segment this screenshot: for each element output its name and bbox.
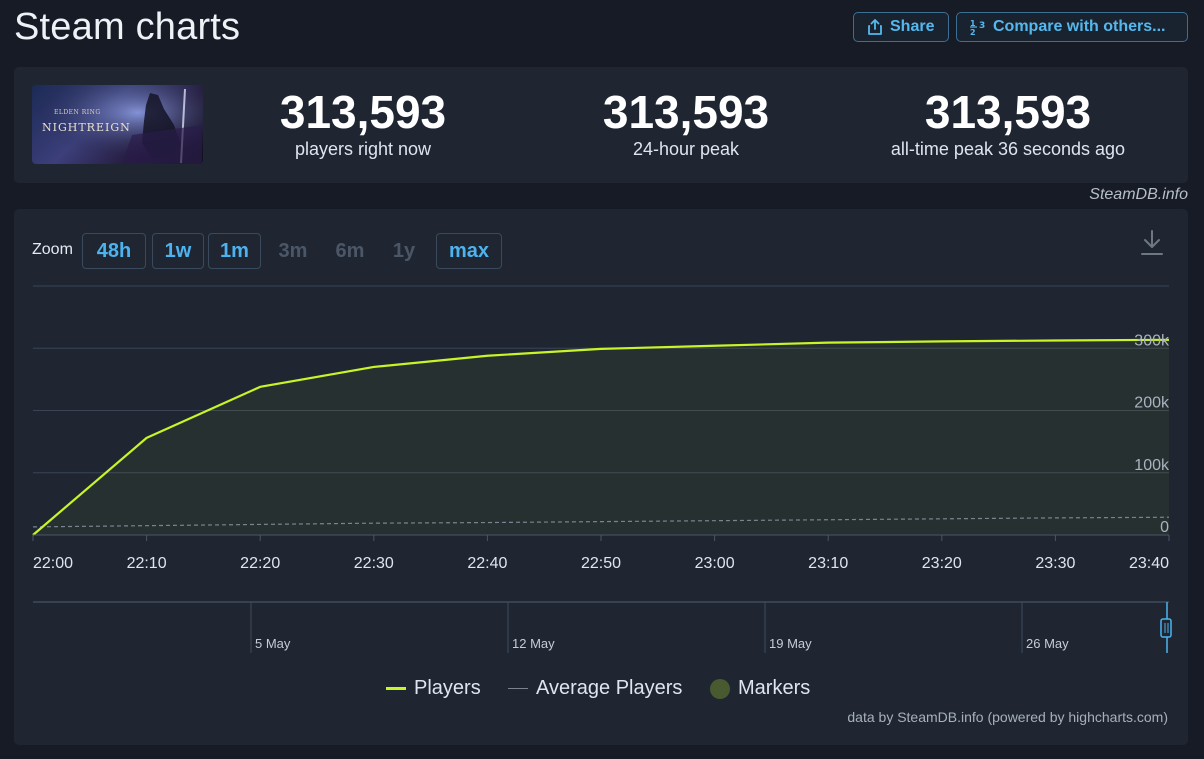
game-logo-small: ELDEN RING: [54, 109, 101, 116]
x-tick-label: 22:00: [33, 555, 73, 572]
svg-text:3: 3: [979, 21, 985, 31]
zoom-button-3m[interactable]: 3m: [268, 233, 318, 269]
stat-players-now: 313,593 players right now: [228, 85, 498, 160]
share-icon: [866, 18, 884, 36]
stat-all-time-peak: 313,593 all-time peak 36 seconds ago: [858, 85, 1158, 160]
zoom-button-1m[interactable]: 1m: [208, 233, 261, 269]
steamdb-watermark: SteamDB.info: [1089, 186, 1188, 203]
svg-text:1: 1: [970, 19, 976, 28]
legend-item-average-players[interactable]: Average Players: [508, 677, 682, 700]
players-point[interactable]: [371, 364, 377, 370]
players-point[interactable]: [484, 353, 490, 359]
game-logo-title: NIGHTREIGN: [42, 121, 131, 134]
players-point[interactable]: [712, 343, 718, 349]
x-tick-label: 23:00: [695, 555, 735, 572]
navigator-label: 12 May: [512, 636, 555, 651]
stat-label: players right now: [294, 139, 432, 159]
players-point[interactable]: [598, 346, 604, 352]
x-tick-label: 22:50: [581, 555, 621, 572]
y-tick-label: 0: [1160, 519, 1169, 536]
svg-text:2: 2: [970, 28, 976, 36]
zoom-button-1y[interactable]: 1y: [382, 233, 426, 269]
x-tick-label: 23:20: [922, 555, 962, 572]
navigator-handle[interactable]: [1160, 618, 1172, 638]
zoom-button-48h[interactable]: 48h: [82, 233, 146, 269]
players-point[interactable]: [257, 384, 263, 390]
average-players-line: [32, 516, 1170, 528]
stat-label: 24-hour peak: [632, 139, 740, 159]
chart-panel: Zoom 48h 1w 1m 3m 6m 1y max 22:00 22:10 22:20 22:…: [14, 209, 1188, 745]
stat-24h-peak: 313,593 24-hour peak: [551, 85, 821, 160]
chart-legend: Players Average Players Markers: [14, 677, 1188, 705]
zoom-button-1w[interactable]: 1w: [152, 233, 204, 269]
x-tick-label: 23:40: [1129, 555, 1169, 572]
zoom-button-6m[interactable]: 6m: [325, 233, 375, 269]
x-tick-label: 22:40: [467, 555, 507, 572]
legend-symbol: [508, 688, 528, 689]
zoom-label: Zoom: [32, 241, 73, 258]
stat-value: 313,593: [279, 86, 447, 138]
stat-value: 313,593: [602, 86, 770, 138]
legend-item-players[interactable]: Players: [386, 677, 481, 700]
y-tick-label: 200k: [1134, 395, 1170, 412]
legend-label: Average Players: [536, 677, 683, 699]
players-point[interactable]: [939, 338, 945, 344]
stat-value: 313,593: [924, 86, 1092, 138]
page-title: Steam charts: [14, 6, 241, 48]
x-tick-label: 23:10: [808, 555, 848, 572]
x-tick-label: 22:30: [354, 555, 394, 572]
y-tick-label: 300k: [1134, 332, 1170, 349]
legend-label: Markers: [738, 677, 811, 699]
players-line: [32, 338, 1170, 536]
players-point[interactable]: [1052, 337, 1058, 343]
players-area: [33, 339, 1169, 535]
x-tick-label: 23:30: [1035, 555, 1075, 572]
share-button[interactable]: Share: [853, 12, 949, 42]
navigator-label: 26 May: [1026, 636, 1069, 651]
x-tick-label: 22:20: [240, 555, 280, 572]
game-thumbnail[interactable]: ELDEN RING NIGHTREIGN: [32, 85, 203, 164]
stat-label: all-time peak 36 seconds ago: [890, 139, 1126, 159]
y-tick-label: 100k: [1134, 457, 1170, 474]
x-tick-label: 22:10: [127, 555, 167, 572]
chart-credits[interactable]: data by SteamDB.info (powered by highcha…: [847, 709, 1168, 725]
legend-symbol: [386, 687, 406, 690]
compare-button-label: Compare with others...: [993, 18, 1166, 35]
download-icon[interactable]: [1140, 229, 1164, 257]
players-point[interactable]: [144, 435, 150, 441]
stats-panel: ELDEN RING NIGHTREIGN 313,593 players ri…: [14, 67, 1188, 183]
legend-item-markers[interactable]: Markers: [710, 677, 810, 700]
zoom-button-max[interactable]: max: [436, 233, 502, 269]
navigator-label: 19 May: [769, 636, 812, 651]
legend-label: Players: [414, 677, 481, 699]
legend-symbol: [710, 678, 730, 699]
navigator-label: 5 May: [255, 636, 291, 651]
share-button-label: Share: [890, 18, 935, 35]
players-point[interactable]: [825, 340, 831, 346]
player-chart[interactable]: 22:00 22:10 22:20 22:30 22:40 22:50 23:00 23:10…: [14, 209, 1188, 669]
